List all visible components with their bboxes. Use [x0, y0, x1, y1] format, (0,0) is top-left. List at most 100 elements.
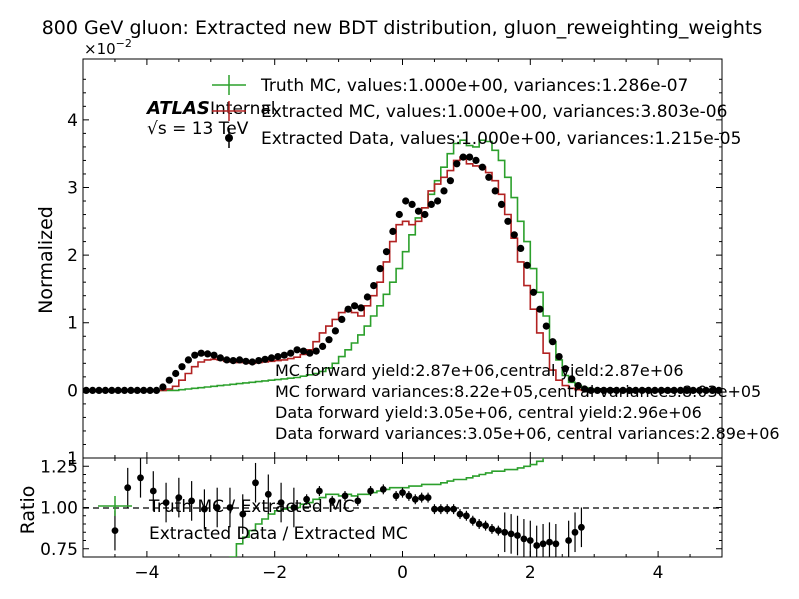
- data-ratio-point: [405, 492, 413, 500]
- ratio-ytick-label: 1.00: [40, 499, 78, 519]
- extracted-data-point: [338, 315, 346, 323]
- ratio-ytick-label: 1.25: [40, 457, 78, 477]
- extracted-data-point: [613, 386, 621, 394]
- extracted-data-point: [638, 386, 646, 394]
- chart-title: 800 GeV gluon: Extracted new BDT distrib…: [42, 17, 763, 39]
- extracted-data-point: [255, 357, 263, 365]
- data-ratio-point: [450, 505, 457, 513]
- extracted-data-point: [466, 153, 474, 161]
- extracted-data-point: [191, 351, 199, 359]
- data-ratio-point: [252, 479, 259, 487]
- extracted-data-point: [517, 244, 525, 252]
- data-ratio-point: [495, 527, 502, 534]
- ratio-axis-ticks: −4 −2 0 2 4 0.75 1.00 1.25: [40, 457, 723, 583]
- extracted-data-point: [216, 354, 224, 362]
- extracted-data-point: [89, 386, 97, 394]
- extracted-data-point: [555, 353, 563, 361]
- extracted-data-point: [293, 346, 301, 354]
- ratio-ylabel: Ratio: [17, 486, 39, 535]
- data-ratio-point: [501, 528, 509, 536]
- extracted-data-point: [197, 349, 205, 357]
- extracted-data-point: [440, 187, 448, 195]
- extracted-data-point: [402, 197, 410, 205]
- legend-extracted-mc-label: Extracted MC, values:1.000e+00, variance…: [261, 102, 727, 122]
- extracted-data-point: [427, 200, 435, 208]
- extracted-data-point: [370, 282, 378, 290]
- ratio-series-group: [111, 458, 585, 557]
- extracted-data-point: [696, 386, 704, 394]
- main-ytick-label: 4: [67, 111, 78, 131]
- data-ratio-point: [424, 494, 432, 501]
- legend-extracted-data-marker: [225, 134, 233, 142]
- data-ratio-point: [239, 510, 247, 518]
- main-ytick-label: 2: [67, 246, 78, 266]
- main-ytick-label: 0: [67, 381, 78, 401]
- data-ratio-point: [188, 497, 196, 505]
- main-series-group: [82, 139, 723, 394]
- ratio-xtick-label: −4: [134, 563, 159, 583]
- data-ratio-point: [290, 504, 298, 511]
- y-scale-base: ×10: [84, 40, 116, 58]
- extracted-data-point: [491, 187, 499, 195]
- extracted-data-point: [657, 386, 665, 394]
- annotation-mc-yield: MC forward yield:2.87e+06,central yield:…: [275, 361, 684, 380]
- main-ylabel: Normalized: [35, 206, 57, 314]
- main-axis-ticks: 0 1 2 3 4: [67, 59, 723, 459]
- extracted-data-point: [248, 358, 256, 366]
- extracted-data-point: [702, 386, 710, 394]
- extracted-data-point: [95, 386, 103, 394]
- extracted-data-point: [306, 349, 314, 357]
- legend-truth-ratio-label: Truth MC / Extracted MC: [148, 497, 355, 517]
- data-ratio-point: [354, 497, 362, 505]
- ratio-xtick-label: 0: [397, 563, 408, 583]
- extracted-data-point: [581, 385, 589, 393]
- extracted-data-point: [82, 386, 90, 394]
- annotation-data-yield: Data forward yield:3.05e+06, central yie…: [275, 403, 702, 422]
- yield-annotations: MC forward yield:2.87e+06,central yield:…: [275, 361, 780, 443]
- extracted-data-point: [351, 302, 359, 310]
- extracted-data-point: [453, 160, 461, 168]
- extracted-data-point: [120, 386, 129, 394]
- extracted-data-point: [319, 342, 327, 350]
- extracted-data-point: [325, 336, 333, 344]
- extracted-data-point: [146, 386, 154, 394]
- data-ratio-point: [316, 487, 323, 495]
- ratio-legend: Truth MC / Extracted MC Extracted Data /…: [98, 496, 408, 544]
- extracted-data-point: [593, 386, 602, 394]
- data-ratio-point: [437, 505, 445, 513]
- data-ratio-point: [571, 528, 579, 536]
- extracted-data-point: [204, 350, 212, 358]
- data-ratio-point: [213, 504, 221, 511]
- atlas-internal-label: Internal: [210, 99, 276, 119]
- extracted-data-point: [165, 376, 173, 384]
- data-ratio-point: [578, 523, 585, 531]
- data-ratio-point: [149, 487, 157, 495]
- data-ratio-point: [526, 537, 534, 544]
- extracted-data-point: [670, 386, 678, 394]
- extracted-data-point: [414, 207, 423, 215]
- extracted-data-point: [312, 347, 320, 355]
- data-ratio-point: [303, 495, 310, 503]
- extracted-data-point: [600, 386, 608, 394]
- extracted-data-point: [542, 322, 550, 330]
- extracted-data-point: [382, 248, 391, 256]
- extracted-data-point: [184, 356, 192, 364]
- extracted-data-point: [408, 200, 416, 208]
- data-ratio-point: [162, 499, 170, 506]
- extracted-data-point: [357, 304, 365, 312]
- extracted-data-point: [619, 386, 627, 394]
- data-ratio-point: [456, 510, 464, 518]
- data-ratio-point: [565, 537, 572, 544]
- extracted-data-point: [127, 386, 135, 394]
- extracted-data-point: [536, 305, 544, 313]
- extracted-data-point: [676, 386, 685, 394]
- y-scale-exponent: −2: [116, 37, 132, 50]
- data-ratio-point: [533, 542, 541, 549]
- extracted-data-point: [299, 347, 308, 355]
- data-ratio-point: [520, 535, 528, 543]
- data-ratio-point: [488, 525, 496, 533]
- extracted-data-point: [485, 173, 493, 181]
- extracted-data-point: [561, 365, 570, 373]
- extracted-data-point: [178, 363, 186, 371]
- extracted-data-point: [101, 386, 109, 394]
